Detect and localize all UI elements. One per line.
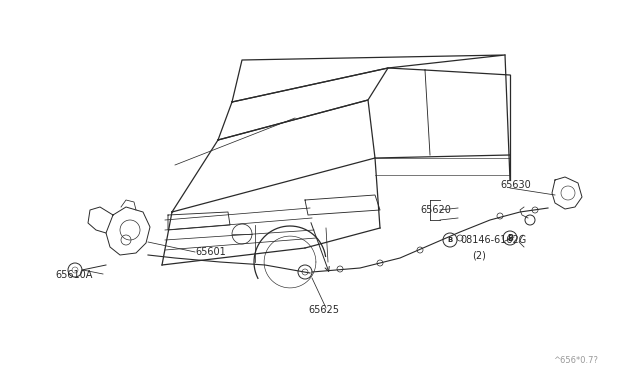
Text: 65601: 65601 [195,247,226,257]
Text: 65610A: 65610A [55,270,92,280]
Text: 65625: 65625 [308,305,339,315]
Text: 65630: 65630 [500,180,531,190]
Text: B: B [447,237,452,243]
Text: ^656*0.7?: ^656*0.7? [553,356,598,365]
Text: 65620: 65620 [420,205,451,215]
Text: B: B [507,234,513,243]
Text: 08146-6162G: 08146-6162G [460,235,526,245]
Text: (2): (2) [472,250,486,260]
